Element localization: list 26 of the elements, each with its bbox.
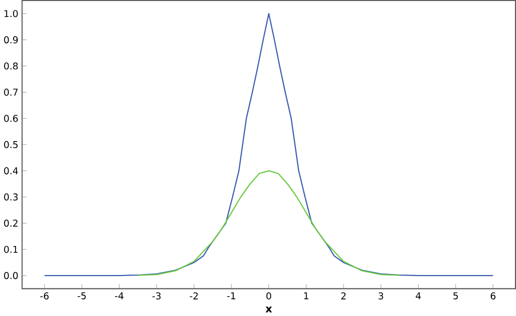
- y-tick-label: 0.4: [4, 167, 18, 174]
- y-tick-label: 0.0: [4, 272, 18, 280]
- y-tick-label: 0.7: [4, 88, 18, 96]
- y-tick-label: 0.3: [4, 194, 18, 201]
- x-tick-label: -1: [227, 292, 236, 300]
- line-series: [137, 170, 400, 276]
- x-tick-label: -5: [78, 292, 86, 300]
- x-tick-label: 5: [453, 292, 458, 300]
- x-tick-label: -2: [190, 292, 198, 300]
- y-tick-label: 1.0: [4, 10, 18, 18]
- x-tick-label: 4: [416, 292, 421, 300]
- y-tick-label: 0.2: [4, 220, 18, 227]
- y-tick-label: 0.1: [4, 246, 18, 254]
- y-tick-label: 0.6: [4, 114, 18, 122]
- x-axis-title: x: [266, 306, 272, 312]
- y-tick-label: 0.5: [4, 141, 18, 148]
- x-tick-label: 6: [490, 292, 496, 300]
- y-tick-label: 0.8: [4, 62, 18, 70]
- x-tick-label: -3: [152, 292, 161, 300]
- x-tick-label: -6: [40, 292, 49, 300]
- x-tick-label: -4: [115, 292, 124, 300]
- y-tick-label: 0.9: [4, 36, 18, 44]
- x-tick-label: 2: [341, 292, 346, 300]
- x-tick-label: 3: [378, 292, 384, 300]
- x-tick-label: 1: [304, 292, 308, 300]
- x-tick-label: 0: [266, 292, 272, 300]
